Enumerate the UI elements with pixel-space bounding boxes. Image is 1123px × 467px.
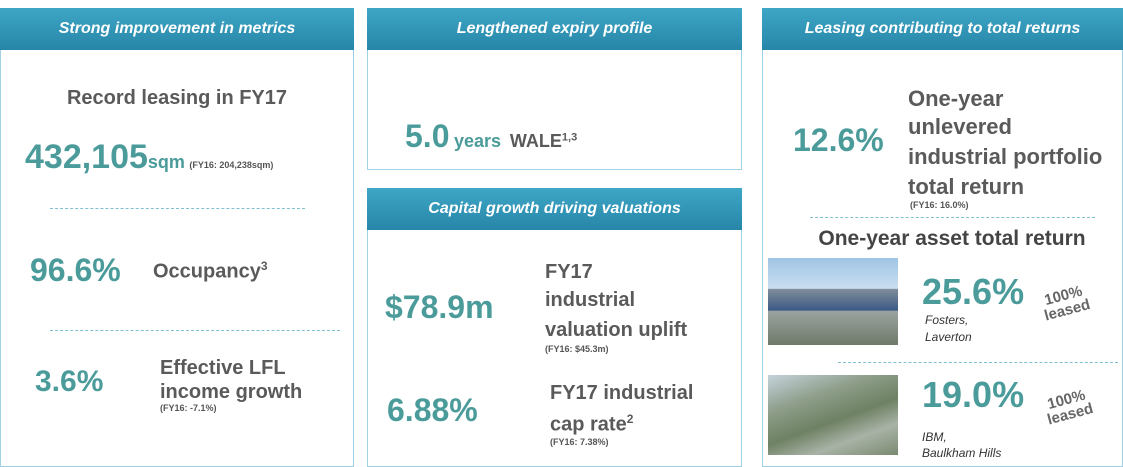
divider: [810, 217, 1095, 218]
note: (FY16: 7.38%): [550, 438, 609, 447]
label-text: cap rate: [550, 414, 627, 436]
label: cap rate2: [550, 413, 633, 435]
footnote: 1,3: [562, 132, 577, 144]
label: Effective LFL: [160, 358, 286, 378]
note: (FY16: 16.0%): [910, 201, 969, 210]
label: Occupancy3: [153, 260, 268, 282]
page: Strong improvement in metrics Record lea…: [0, 0, 1123, 467]
value: $78.9m: [385, 291, 494, 323]
note: (FY16: -7.1%): [160, 404, 217, 413]
note: (FY16: 204,238sqm): [189, 160, 273, 170]
panel-header: Capital growth driving valuations: [367, 188, 742, 230]
asset-name: IBM,: [922, 431, 947, 443]
label: income growth: [160, 382, 302, 402]
label: valuation uplift: [545, 320, 687, 340]
label: FY17: [545, 262, 593, 282]
asset-name: Baulkham Hills: [922, 447, 1001, 459]
asset-photo: [768, 375, 898, 455]
label: WALE: [510, 131, 562, 151]
note: (FY16: $45.3m): [545, 345, 609, 354]
unit: years: [454, 131, 501, 151]
value: 12.6%: [793, 124, 884, 156]
title: Record leasing in FY17: [0, 88, 354, 108]
asset-name: Laverton: [925, 331, 972, 343]
value: 6.88%: [387, 394, 478, 426]
divider: [50, 208, 305, 209]
panel-header: Lengthened expiry profile: [367, 8, 742, 50]
label: total return: [908, 176, 1024, 198]
asset-photo: [768, 258, 898, 345]
value: 5.0: [405, 118, 449, 154]
label: FY17 industrial: [550, 383, 693, 403]
footnote: 3: [261, 259, 268, 273]
title: One-year asset total return: [782, 228, 1122, 249]
asset-name: Fosters,: [925, 314, 968, 326]
value: 432,105: [25, 138, 148, 176]
unit: sqm: [148, 152, 185, 172]
metric: 432,105sqm (FY16: 204,238sqm): [25, 140, 273, 174]
value: 96.6%: [30, 254, 121, 286]
metric: 5.0 years WALE1,3: [405, 120, 577, 152]
panel-header: Strong improvement in metrics: [0, 8, 354, 50]
value: 25.6%: [922, 274, 1024, 310]
label: One-year: [908, 88, 1003, 110]
footnote: 2: [627, 412, 634, 426]
panel-header: Leasing contributing to total returns: [762, 8, 1123, 50]
label: industrial: [545, 290, 635, 310]
divider: [50, 330, 340, 331]
label: unlevered: [908, 116, 1012, 138]
label-text: Occupancy: [153, 261, 261, 283]
value: 3.6%: [35, 367, 103, 397]
label: industrial portfolio: [908, 146, 1102, 168]
value: 19.0%: [922, 377, 1024, 413]
divider: [838, 362, 1118, 363]
